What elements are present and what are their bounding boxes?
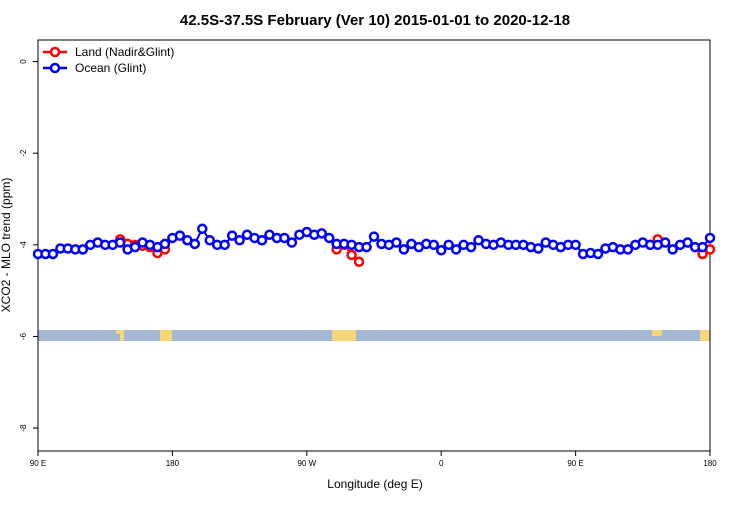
x-axis-label: Longitude (deg E) [327,477,422,491]
legend-label: Land (Nadir&Glint) [75,45,174,59]
y-tick-label: 0 [19,59,28,64]
point [316,228,327,239]
point [592,248,604,260]
point [197,223,208,235]
x-tick-label: 180 [166,459,180,468]
point [286,237,298,248]
point [435,245,447,256]
point [159,238,171,250]
point [443,239,454,251]
point [346,249,357,261]
point [189,238,201,250]
point [682,237,693,248]
point [533,243,544,254]
point [465,241,477,253]
point [226,230,238,241]
y-axis-label: XCO2 - MLO trend (ppm) [0,178,13,313]
x-tick-label: 90 E [567,459,583,468]
point [622,244,634,255]
point [361,241,372,253]
point [570,239,581,251]
point [697,241,708,253]
y-tick-label: -2 [19,149,28,157]
point [129,241,141,253]
x-tick-label: 0 [439,459,444,468]
point [353,256,365,268]
chart-title: 42.5S-37.5S February (Ver 10) 2015-01-01… [180,12,570,29]
legend-label: Ocean (Glint) [75,61,146,75]
legend-marker [49,62,61,74]
legend-marker [49,46,61,58]
point [204,234,215,246]
point [279,232,290,244]
point [450,244,462,255]
point [398,244,410,255]
land-strip [38,330,710,341]
y-tick-label: -8 [19,424,28,432]
point [219,239,230,251]
point [234,234,245,246]
point [47,248,59,260]
point [114,237,126,248]
point [77,244,89,255]
point [256,234,268,246]
point [323,232,335,244]
x-tick-label: 90 E [30,459,46,468]
y-tick-label: -4 [19,241,28,249]
point [704,232,716,244]
x-tick-label: 180 [703,459,717,468]
point [368,231,380,242]
point [391,237,402,248]
point [428,239,439,251]
x-tick-label: 90 W [297,459,316,468]
point [659,237,671,248]
y-tick-label: -6 [19,332,28,340]
point [174,230,186,241]
point [667,244,678,255]
